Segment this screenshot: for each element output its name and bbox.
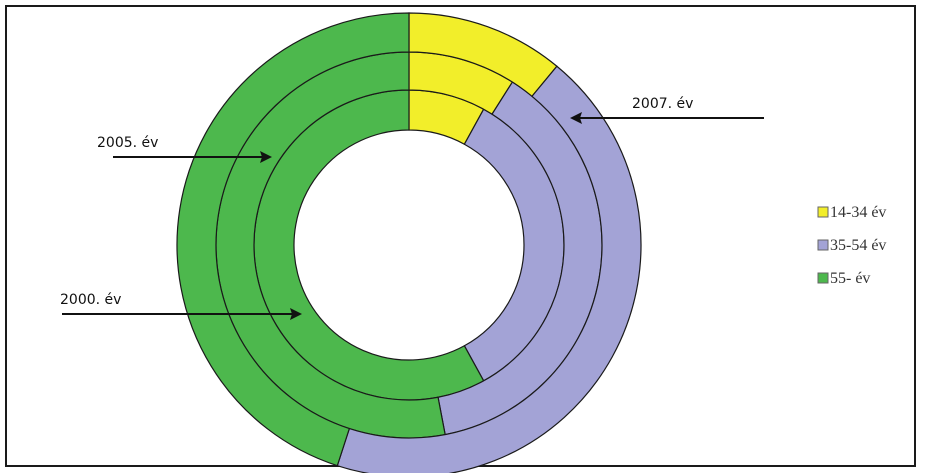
legend-label-35-54: 35-54 év <box>830 237 886 254</box>
slice-2007-35-54 <box>336 65 642 473</box>
legend-swatch-35-54 <box>817 239 829 251</box>
legend-swatch-14-34 <box>817 206 829 218</box>
legend-swatch-55 <box>817 272 829 284</box>
rings-group <box>176 12 642 473</box>
ring-label-2000: 2000. év <box>60 292 121 308</box>
legend-label-14-34: 14-34 év <box>830 204 886 221</box>
arrow-2007-head <box>570 112 582 124</box>
slice-2007-55 <box>176 12 410 467</box>
annotation-2007: 2007. év <box>570 96 764 124</box>
annotation-2005: 2005. év <box>97 135 272 163</box>
annotation-2000: 2000. év <box>60 292 302 320</box>
legend: 14-34 év 35-54 év 55- év <box>817 204 886 287</box>
arrow-2005-head <box>260 151 272 163</box>
legend-label-55: 55- év <box>830 270 870 287</box>
ring-label-2005: 2005. év <box>97 135 158 151</box>
ring-label-2007: 2007. év <box>632 96 693 112</box>
arrow-2000-head <box>290 308 302 320</box>
